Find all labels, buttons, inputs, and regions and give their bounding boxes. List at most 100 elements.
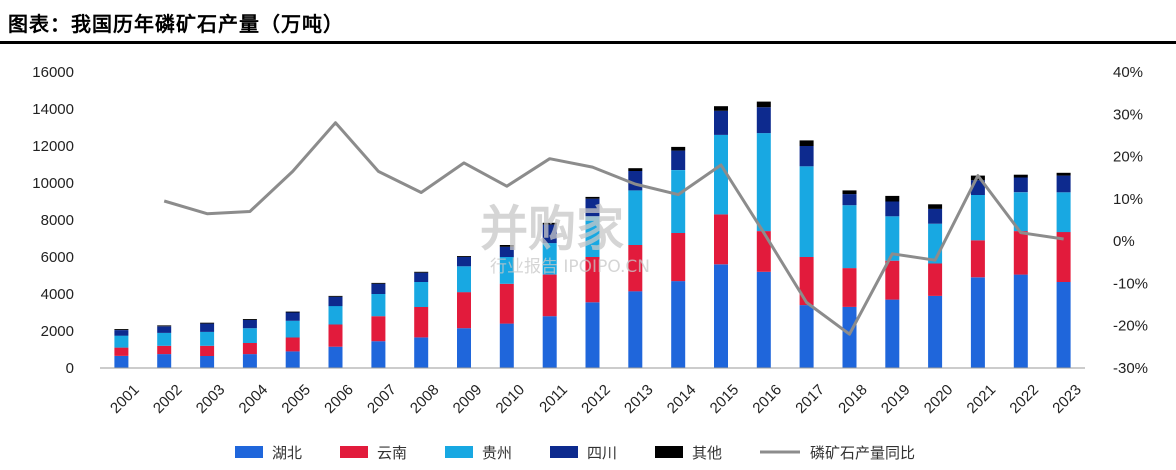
bar-segment [1056, 192, 1071, 233]
bar-segment [285, 311, 300, 313]
bar-segment [628, 245, 643, 292]
x-tick-label: 2018 [835, 381, 871, 417]
y-left-tick-label: 0 [66, 360, 74, 377]
y-left-tick-label: 10000 [32, 175, 74, 192]
bar-segment [242, 319, 257, 320]
x-tick-label: 2016 [749, 381, 785, 417]
x-tick-label: 2002 [150, 381, 186, 417]
watermark: 并购家 行业报告 IPOIPO.CN [480, 201, 650, 277]
bar-segment [157, 354, 172, 368]
x-tick-label: 2009 [450, 381, 486, 417]
y-right-tick-label: 0% [1113, 233, 1135, 250]
x-tick-label: 2022 [1006, 381, 1042, 417]
x-tick-label: 2008 [407, 381, 443, 417]
legend-label: 云南 [377, 444, 407, 462]
bar-segment [499, 323, 514, 368]
bar-segment [1013, 174, 1028, 178]
y-right-tick-label: 30% [1113, 106, 1143, 123]
chart-title: 图表：我国历年磷矿石产量（万吨） [8, 12, 344, 36]
bar-segment [799, 146, 814, 167]
bar-segment [842, 194, 857, 206]
y-right-tick-label: 20% [1113, 149, 1143, 166]
y-left-tick-label: 8000 [41, 212, 74, 229]
x-tick-label: 2021 [964, 381, 1000, 417]
bar-segment [585, 257, 600, 303]
x-tick-label: 2015 [707, 381, 743, 417]
bar-segment [885, 216, 900, 261]
bar-segment [714, 134, 728, 215]
bar-segment [585, 196, 600, 199]
bar-segment [970, 240, 985, 278]
x-tick-label: 2013 [621, 381, 657, 417]
legend-label: 湖北 [272, 444, 302, 462]
bar-segment [928, 204, 943, 209]
x-tick-label: 2005 [278, 381, 314, 417]
bar-segment [371, 283, 386, 294]
bar-segment [970, 277, 985, 368]
bar-segment [242, 328, 257, 343]
x-tick-label: 2020 [921, 381, 957, 417]
bar-segment [285, 337, 300, 352]
bar-segment [542, 224, 557, 244]
x-tick-label: 2007 [364, 381, 400, 417]
bar-segment [671, 170, 686, 233]
x-tick-label: 2001 [107, 381, 143, 417]
bar-segment [885, 195, 900, 202]
bar-segment [714, 214, 728, 265]
bar-segment [328, 324, 343, 347]
legend-label: 其他 [692, 444, 722, 462]
x-tick-label: 2023 [1049, 381, 1085, 417]
bar-segment [1056, 175, 1071, 193]
bar-segment [714, 106, 728, 111]
x-tick-label: 2017 [792, 381, 828, 417]
bar-segment [756, 133, 771, 232]
bar-segment [756, 271, 771, 368]
bar-segment [1056, 172, 1071, 176]
bar-segment [1056, 232, 1071, 282]
bar-segment [585, 302, 600, 368]
bar-segment [928, 295, 943, 368]
bar-segment [970, 195, 985, 241]
bar-segment [499, 283, 514, 324]
bar-layer [114, 101, 1071, 368]
bar-segment [328, 306, 343, 325]
bar-segment [756, 231, 771, 272]
bar-segment [928, 208, 943, 224]
x-tick-label: 2004 [236, 381, 272, 417]
x-tick-label: 2010 [493, 381, 529, 417]
bar-segment [157, 325, 172, 327]
bar-segment [542, 274, 557, 317]
bar-segment [799, 257, 814, 306]
bar-segment [628, 168, 643, 171]
y-right-tick-label: -10% [1113, 275, 1148, 292]
bar-segment [542, 222, 557, 225]
legend-swatch [655, 446, 683, 458]
bar-segment [414, 271, 429, 273]
bar-segment [1013, 177, 1028, 193]
bar-segment [671, 233, 686, 282]
legend-label: 贵州 [482, 444, 512, 462]
bar-segment [457, 292, 471, 329]
bar-segment [242, 343, 257, 355]
y-left-tick-label: 14000 [32, 101, 74, 118]
bar-segment [885, 299, 900, 368]
bar-segment [157, 345, 172, 355]
legend-swatch [550, 446, 578, 458]
bar-segment [114, 347, 129, 356]
y-left-tick-label: 12000 [32, 138, 74, 155]
bar-segment [414, 306, 429, 338]
bar-segment [285, 312, 300, 321]
bar-segment [200, 322, 215, 324]
watermark-brand: 并购家 [480, 201, 624, 257]
y-right-tick-label: -30% [1113, 360, 1148, 377]
y-right-tick-label: 40% [1113, 64, 1143, 81]
x-tick-label: 2006 [321, 381, 357, 417]
bar-segment [157, 332, 172, 346]
bar-segment [842, 205, 857, 269]
bar-segment [114, 329, 129, 330]
bar-segment [499, 257, 514, 284]
y-left-tick-label: 2000 [41, 323, 74, 340]
bar-segment [200, 323, 215, 332]
legend-swatch [445, 446, 473, 458]
bar-segment [285, 320, 300, 338]
